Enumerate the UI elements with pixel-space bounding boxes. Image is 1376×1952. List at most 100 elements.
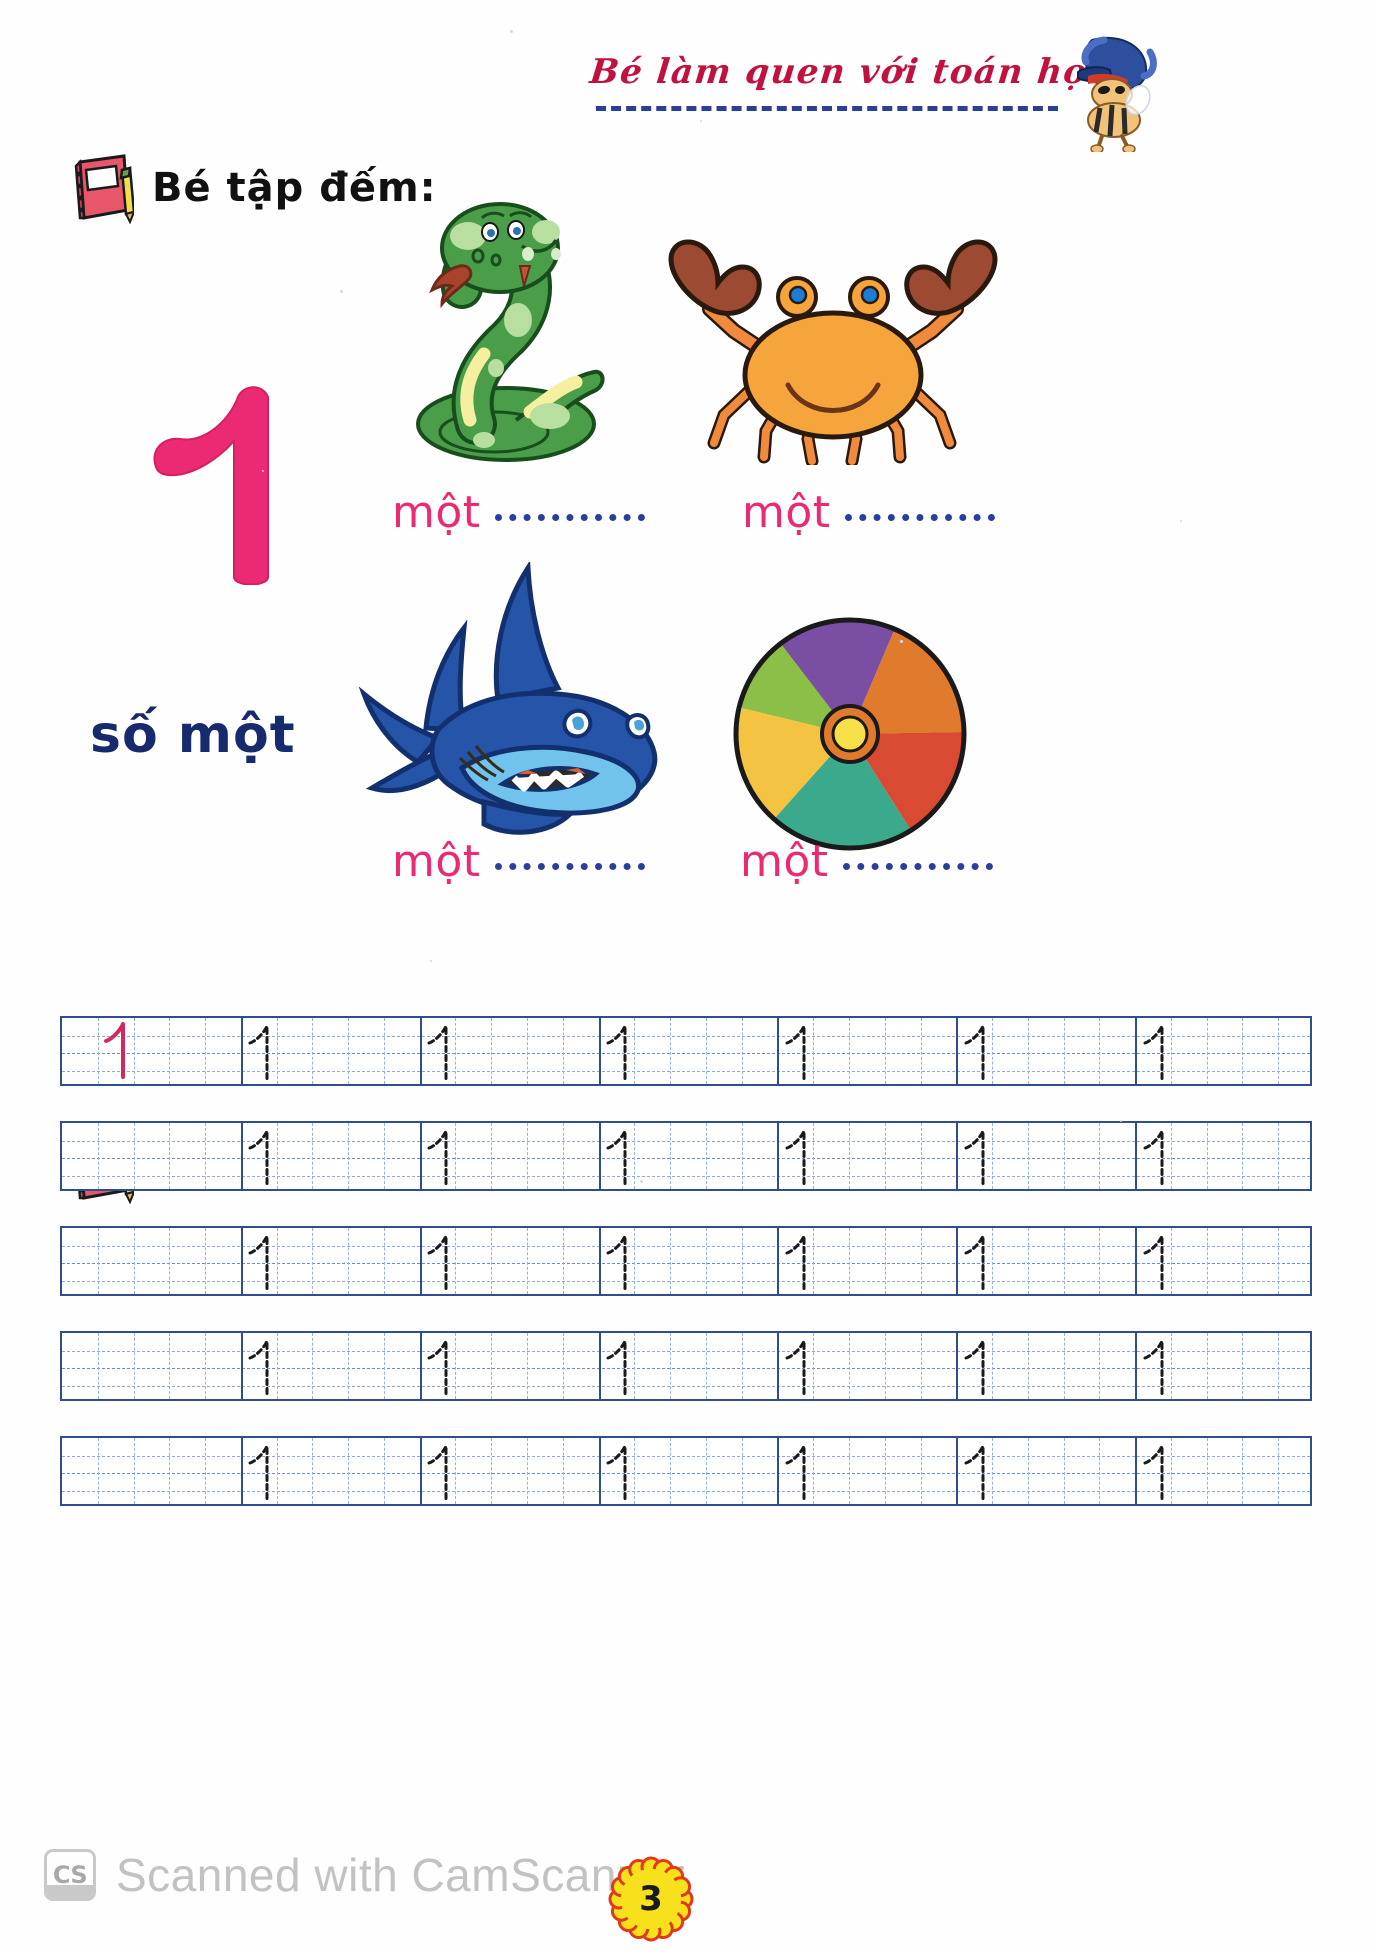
grid-cell-divider [1206, 1333, 1208, 1399]
grid-cell-divider [920, 1123, 922, 1189]
grid-cell-divider [813, 1123, 815, 1189]
trace-digit-one[interactable] [423, 1023, 457, 1081]
scan-speck [250, 720, 252, 722]
practice-grid-row[interactable] [60, 1016, 1312, 1086]
grid-cell-divider [527, 1123, 529, 1189]
practice-grid-row[interactable] [60, 1436, 1312, 1506]
grid-cell-divider [1278, 1333, 1280, 1399]
beach-ball-illustration [733, 617, 967, 851]
grid-cell-divider [1206, 1228, 1208, 1294]
grid-cell-divider [1099, 1123, 1101, 1189]
grid-cell-divider [741, 1333, 743, 1399]
grid-guide-line [62, 1175, 1310, 1177]
trace-digit-one[interactable] [781, 1128, 815, 1186]
grid-group-divider [956, 1438, 959, 1504]
trace-digit-one[interactable] [781, 1233, 815, 1291]
trace-digit-one[interactable] [244, 1233, 278, 1291]
grid-guide-line [62, 1053, 1310, 1054]
grid-guide-line [62, 1455, 1310, 1457]
grid-cell-divider [312, 1123, 314, 1189]
practice-grid-row[interactable] [60, 1226, 1312, 1296]
crab-illustration [668, 239, 998, 465]
grid-cell-divider [169, 1228, 171, 1294]
grid-cell-divider [527, 1438, 529, 1504]
grid-cell-divider [169, 1438, 171, 1504]
trace-digit-one[interactable] [602, 1023, 636, 1081]
trace-digit-one[interactable] [244, 1443, 278, 1501]
grid-cell-divider [741, 1228, 743, 1294]
trace-digit-one[interactable] [1139, 1023, 1173, 1081]
count-label-beachball: một [740, 836, 993, 887]
grid-cell-divider [276, 1228, 278, 1294]
grid-cell-divider [1170, 1228, 1172, 1294]
trace-digit-one[interactable] [602, 1338, 636, 1396]
answer-dots-shark [494, 863, 645, 870]
count-word-beachball: một [740, 836, 829, 887]
grid-group-divider [1135, 1438, 1138, 1504]
trace-digit-one[interactable] [244, 1023, 278, 1081]
grid-cell-divider [527, 1018, 529, 1084]
trace-digit-one[interactable] [423, 1128, 457, 1186]
trace-digit-one[interactable] [244, 1338, 278, 1396]
grid-group-divider [419, 1228, 422, 1294]
practice-grid-row[interactable] [60, 1331, 1312, 1401]
trace-digit-one[interactable] [602, 1233, 636, 1291]
page-header: Bé làm quen với toán học [588, 36, 1210, 152]
grid-cell-divider [276, 1123, 278, 1189]
trace-digit-one[interactable] [960, 1023, 994, 1081]
grid-cell-divider [383, 1438, 385, 1504]
grid-cell-divider [276, 1438, 278, 1504]
trace-digit-one[interactable] [1139, 1128, 1173, 1186]
grid-cell-divider [1278, 1438, 1280, 1504]
grid-cell-divider [741, 1018, 743, 1084]
grid-cell-divider [1099, 1333, 1101, 1399]
grid-group-divider [419, 1333, 422, 1399]
trace-digit-one[interactable] [781, 1023, 815, 1081]
grid-cell-divider [312, 1228, 314, 1294]
grid-cell-divider [884, 1333, 886, 1399]
scan-speck [1180, 520, 1182, 522]
trace-digit-one[interactable] [960, 1338, 994, 1396]
trace-digit-one[interactable] [423, 1443, 457, 1501]
grid-cell-divider [741, 1438, 743, 1504]
grid-group-divider [598, 1123, 601, 1189]
bee-mascot-icon [1077, 36, 1157, 152]
grid-cell-divider [813, 1333, 815, 1399]
grid-cell-divider [491, 1228, 493, 1294]
trace-digit-one[interactable] [1139, 1338, 1173, 1396]
grid-group-divider [956, 1333, 959, 1399]
grid-guide-line [62, 1280, 1310, 1282]
grid-group-divider [777, 1123, 780, 1189]
trace-digit-one[interactable] [1139, 1443, 1173, 1501]
trace-digit-one[interactable] [960, 1443, 994, 1501]
grid-cell-divider [348, 1333, 350, 1399]
grid-cell-divider [1063, 1228, 1065, 1294]
trace-digit-one[interactable] [423, 1233, 457, 1291]
grid-cell-divider [705, 1438, 707, 1504]
practice-grid-row[interactable] [60, 1121, 1312, 1191]
grid-cell-divider [276, 1018, 278, 1084]
grid-cell-divider [169, 1123, 171, 1189]
grid-group-divider [240, 1123, 243, 1189]
trace-digit-one[interactable] [602, 1128, 636, 1186]
trace-digit-one[interactable] [244, 1128, 278, 1186]
trace-digit-one[interactable] [1139, 1233, 1173, 1291]
trace-digit-one[interactable] [781, 1338, 815, 1396]
grid-cell-divider [97, 1333, 99, 1399]
trace-digit-one[interactable] [423, 1338, 457, 1396]
grid-cell-divider [884, 1018, 886, 1084]
grid-cell-divider [992, 1438, 994, 1504]
trace-digit-one[interactable] [960, 1128, 994, 1186]
grid-cell-divider [383, 1018, 385, 1084]
grid-cell-divider [1063, 1018, 1065, 1084]
trace-digit-one[interactable] [602, 1443, 636, 1501]
trace-digit-one[interactable] [781, 1443, 815, 1501]
grid-cell-divider [383, 1228, 385, 1294]
grid-group-divider [419, 1438, 422, 1504]
scan-speck [640, 1180, 643, 1183]
grid-guide-line [62, 1385, 1310, 1387]
grid-cell-divider [813, 1228, 815, 1294]
grid-cell-divider [992, 1333, 994, 1399]
grid-cell-divider [491, 1438, 493, 1504]
trace-digit-one[interactable] [960, 1233, 994, 1291]
